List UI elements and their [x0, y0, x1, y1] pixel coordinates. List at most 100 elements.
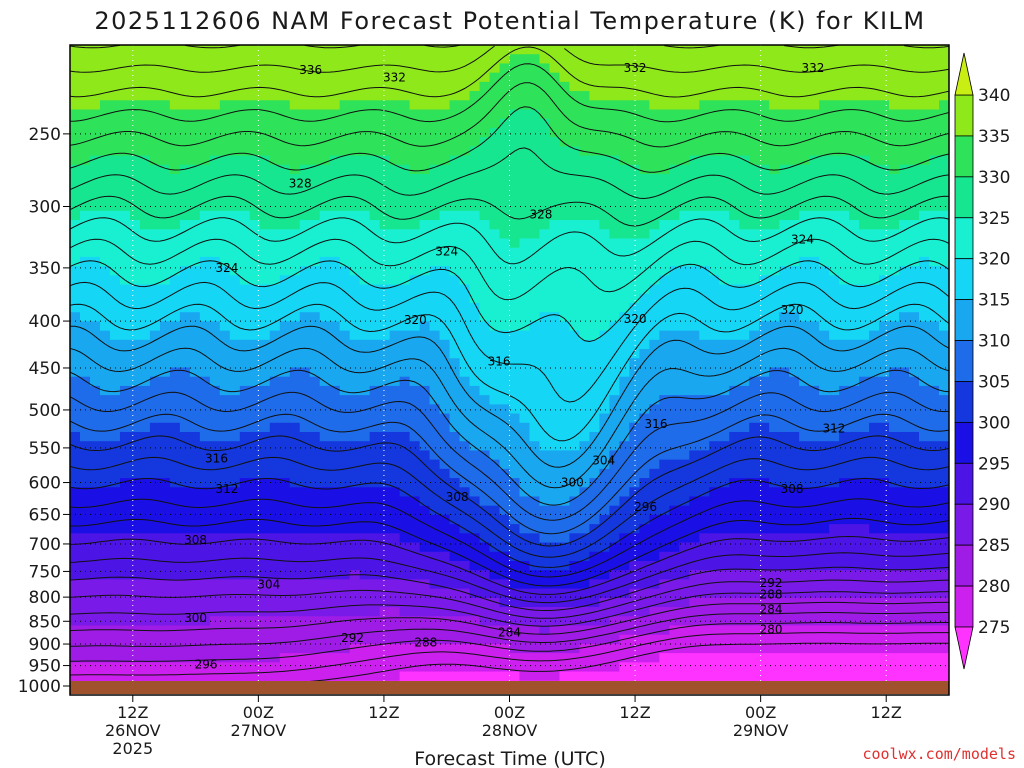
field-cell — [629, 413, 640, 424]
field-cell — [379, 321, 391, 332]
field-cell — [769, 597, 780, 608]
field-cell — [79, 395, 91, 405]
field-cell — [349, 441, 361, 451]
field-cell — [199, 54, 211, 65]
field-cell — [479, 468, 491, 479]
field-cell — [289, 570, 301, 580]
field-cell — [319, 579, 331, 590]
field-cell — [209, 450, 221, 461]
field-cell — [289, 643, 301, 654]
field-cell — [749, 220, 760, 230]
field-cell — [369, 450, 381, 461]
field-cell — [769, 413, 780, 424]
field-cell — [169, 118, 181, 129]
field-cell — [659, 137, 670, 147]
field-cell — [479, 173, 491, 184]
field-cell — [589, 478, 600, 488]
field-cell — [209, 468, 221, 479]
field-cell — [369, 358, 381, 369]
field-cell — [289, 395, 301, 405]
field-cell — [479, 266, 491, 276]
field-cell — [529, 173, 541, 184]
field-cell — [309, 385, 321, 396]
field-cell — [559, 662, 571, 673]
field-cell — [419, 597, 431, 608]
field-cell — [159, 662, 171, 673]
field-cell — [669, 413, 680, 424]
field-cell — [89, 349, 101, 359]
field-cell — [579, 616, 591, 627]
field-cell — [549, 662, 561, 673]
field-cell — [349, 358, 361, 369]
field-cell — [649, 367, 660, 378]
field-cell — [509, 468, 521, 479]
field-cell — [289, 293, 301, 304]
field-cell — [469, 487, 481, 498]
field-cell — [769, 579, 780, 590]
field-cell — [79, 422, 91, 433]
field-cell — [339, 302, 351, 313]
field-cell — [419, 247, 431, 258]
field-cell — [139, 450, 151, 461]
field-cell — [129, 422, 141, 433]
field-cell — [219, 468, 231, 479]
field-cell — [449, 210, 461, 221]
field-cell — [309, 302, 321, 313]
field-cell — [619, 607, 630, 617]
field-cell — [579, 312, 591, 323]
field-cell — [179, 229, 191, 240]
field-cell — [259, 385, 271, 396]
field-cell — [399, 634, 411, 645]
field-cell — [689, 560, 700, 571]
field-cell — [189, 256, 201, 267]
field-cell — [149, 127, 161, 138]
field-cell — [679, 330, 690, 341]
field-cell — [89, 579, 101, 590]
field-cell — [249, 431, 261, 442]
field-cell — [409, 349, 421, 359]
field-cell — [249, 275, 261, 286]
field-cell — [369, 266, 381, 276]
field-cell — [639, 376, 650, 387]
field-cell — [549, 671, 561, 682]
field-cell — [609, 607, 620, 617]
field-cell — [299, 146, 311, 157]
field-cell — [649, 560, 660, 571]
field-cell — [319, 312, 331, 323]
field-cell — [129, 395, 141, 405]
field-cell — [539, 91, 551, 101]
field-cell — [289, 431, 301, 442]
field-cell — [229, 210, 241, 221]
field-cell — [609, 358, 620, 369]
field-cell — [389, 91, 401, 101]
field-cell — [769, 238, 780, 249]
field-cell — [719, 478, 730, 488]
field-cell — [649, 127, 660, 138]
field-cell — [689, 385, 700, 396]
field-cell — [699, 321, 710, 332]
field-cell — [299, 284, 311, 295]
field-cell — [299, 634, 311, 645]
field-cell — [259, 404, 271, 415]
field-cell — [119, 127, 131, 138]
field-cell — [699, 330, 710, 341]
field-cell — [109, 662, 121, 673]
field-cell — [359, 468, 371, 479]
field-cell — [709, 81, 720, 92]
field-cell — [499, 137, 511, 147]
field-cell — [729, 607, 740, 617]
field-cell — [739, 607, 750, 617]
field-cell — [199, 100, 211, 111]
field-cell — [629, 542, 640, 553]
field-cell — [479, 478, 491, 488]
field-cell — [359, 616, 371, 627]
field-cell — [189, 100, 201, 111]
field-cell — [729, 312, 740, 323]
field-cell — [139, 192, 151, 203]
field-cell — [399, 155, 411, 166]
field-cell — [129, 468, 141, 479]
field-cell — [669, 616, 680, 627]
field-cell — [449, 643, 461, 654]
field-cell — [179, 607, 191, 617]
field-cell — [479, 459, 491, 470]
